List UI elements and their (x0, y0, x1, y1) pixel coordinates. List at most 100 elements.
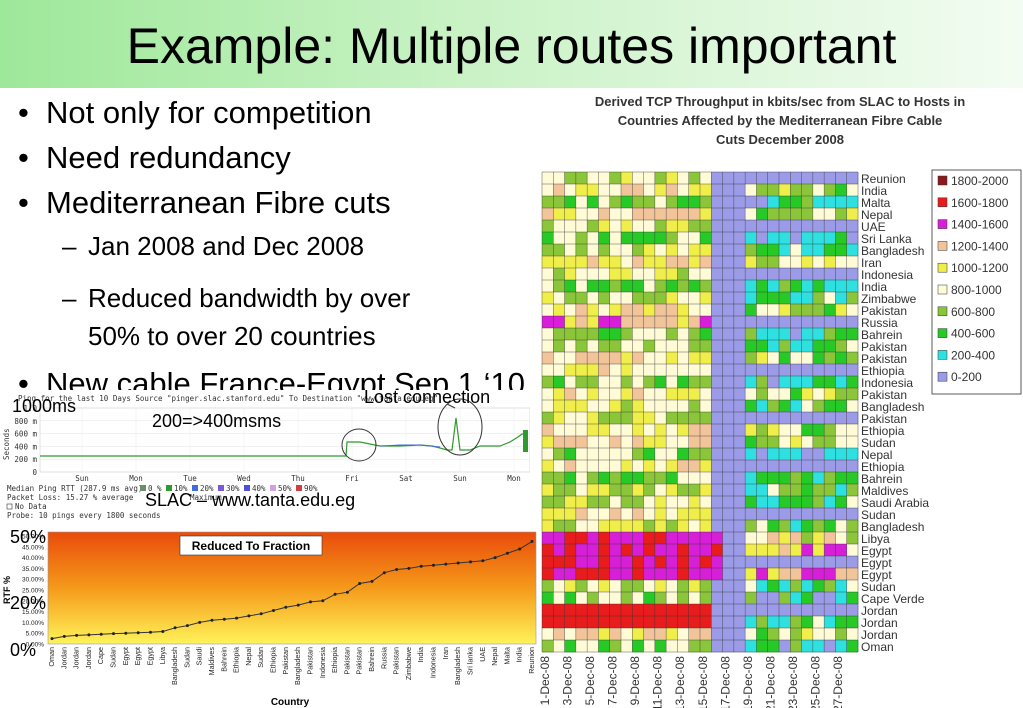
heatmap-cell (812, 352, 825, 365)
heatmap-cell (553, 472, 565, 485)
fraction-country-label: Pakistan (392, 647, 401, 675)
heatmap-cell (598, 388, 611, 401)
heatmap-cell (790, 400, 802, 413)
heatmap-cell (745, 220, 757, 233)
heatmap-cell (711, 328, 723, 341)
heatmap-cell (621, 304, 633, 317)
heatmap-cell (643, 580, 656, 593)
heatmap-cell (598, 532, 611, 545)
heatmap-cell (542, 220, 554, 233)
heatmap-cell (835, 388, 848, 401)
heatmap-cell (542, 520, 554, 533)
heatmap-cell (767, 268, 780, 281)
heatmap-cell (835, 304, 848, 317)
heatmap-cell (801, 424, 814, 437)
heatmap-cell (722, 268, 735, 281)
heatmap-cell (846, 508, 859, 521)
fraction-ytick: 5.00% (26, 631, 45, 638)
heatmap-cell (621, 340, 633, 353)
heatmap-cell (688, 316, 701, 329)
heatmap-cell (722, 532, 735, 545)
heatmap-cell (779, 436, 791, 449)
heatmap-cell (632, 244, 644, 257)
heatmap-cell (621, 424, 633, 437)
heatmap-cell (722, 352, 735, 365)
heatmap-cell (779, 604, 791, 617)
heatmap-cell (632, 556, 644, 569)
heatmap-cell (542, 376, 554, 389)
heatmap-cell (609, 484, 622, 497)
heatmap-cell (722, 280, 735, 293)
heatmap-cell (846, 388, 859, 401)
heatmap-cell (654, 604, 667, 617)
heatmap-cell (824, 424, 836, 437)
heatmap-cell (598, 436, 611, 449)
heatmap-cell (564, 640, 577, 653)
ping-stats-loss: Packet Loss: 15.27 % average (7, 493, 134, 502)
heatmap-cell (812, 280, 825, 293)
heatmap-cell (632, 256, 644, 269)
heatmap-cell (733, 400, 746, 413)
heatmap-cell (688, 460, 701, 473)
heatmap-cell (609, 472, 622, 485)
heatmap-legend-label: 600-800 (951, 305, 995, 319)
heatmap-cell (846, 520, 859, 533)
heatmap-cell (835, 316, 848, 329)
heatmap-cell (779, 388, 791, 401)
heatmap-cell (621, 604, 633, 617)
heatmap-cell (677, 280, 690, 293)
heatmap-cell (812, 328, 825, 341)
heatmap-cell (587, 376, 599, 389)
heatmap-cell (700, 496, 712, 509)
heatmap-cell (779, 520, 791, 533)
heatmap-cell (598, 244, 611, 257)
heatmap-cell (677, 640, 690, 653)
heatmap-cell (711, 484, 723, 497)
heatmap-cell (598, 268, 611, 281)
heatmap-cell (654, 484, 667, 497)
heatmap-cell (587, 400, 599, 413)
heatmap-cell (542, 580, 554, 593)
heatmap-cell (790, 460, 802, 473)
heatmap-cell (745, 568, 757, 581)
heatmap-cell (654, 196, 667, 209)
heatmap-cell (677, 460, 690, 473)
heatmap-cell (812, 184, 825, 197)
heatmap-cell (812, 172, 825, 185)
heatmap-cell (677, 508, 690, 521)
ping-ytick: 800 m (14, 417, 37, 426)
heatmap-cell (790, 556, 802, 569)
heatmap-cell (711, 592, 723, 605)
heatmap-cell (587, 316, 599, 329)
heatmap-cell (553, 196, 565, 209)
heatmap-cell (643, 352, 656, 365)
heatmap-cell (666, 568, 678, 581)
heatmap-cell (542, 604, 554, 617)
heatmap-country-label: Russia (861, 316, 898, 330)
heatmap-cell (812, 604, 825, 617)
ping-legend-pct: 10% (174, 484, 188, 493)
heatmap-cell (609, 616, 622, 629)
fraction-country-label: Sri lanka (465, 647, 474, 675)
heatmap-cell (643, 220, 656, 233)
heatmap-cell (553, 628, 565, 641)
heatmap-cell (654, 424, 667, 437)
fraction-country-label: Egypt (133, 647, 142, 665)
heatmap-country-label: Malta (861, 196, 891, 210)
heatmap-cell (564, 616, 577, 629)
heatmap-cell (711, 232, 723, 245)
heatmap-cell (609, 292, 622, 305)
heatmap-cell (700, 196, 712, 209)
ping-legend-pct: 30% (226, 484, 240, 493)
heatmap-cell (722, 424, 735, 437)
fraction-country-label: India (416, 647, 425, 663)
heatmap-cell (575, 304, 588, 317)
heatmap-cell (621, 556, 633, 569)
annotation-0pct: 0% (10, 640, 37, 660)
heatmap-cell (835, 352, 848, 365)
heatmap-cell (700, 532, 712, 545)
heatmap-country-label: Indonesia (861, 268, 913, 282)
heatmap-cell (677, 184, 690, 197)
heatmap-cell (666, 436, 678, 449)
fraction-point (444, 562, 448, 566)
